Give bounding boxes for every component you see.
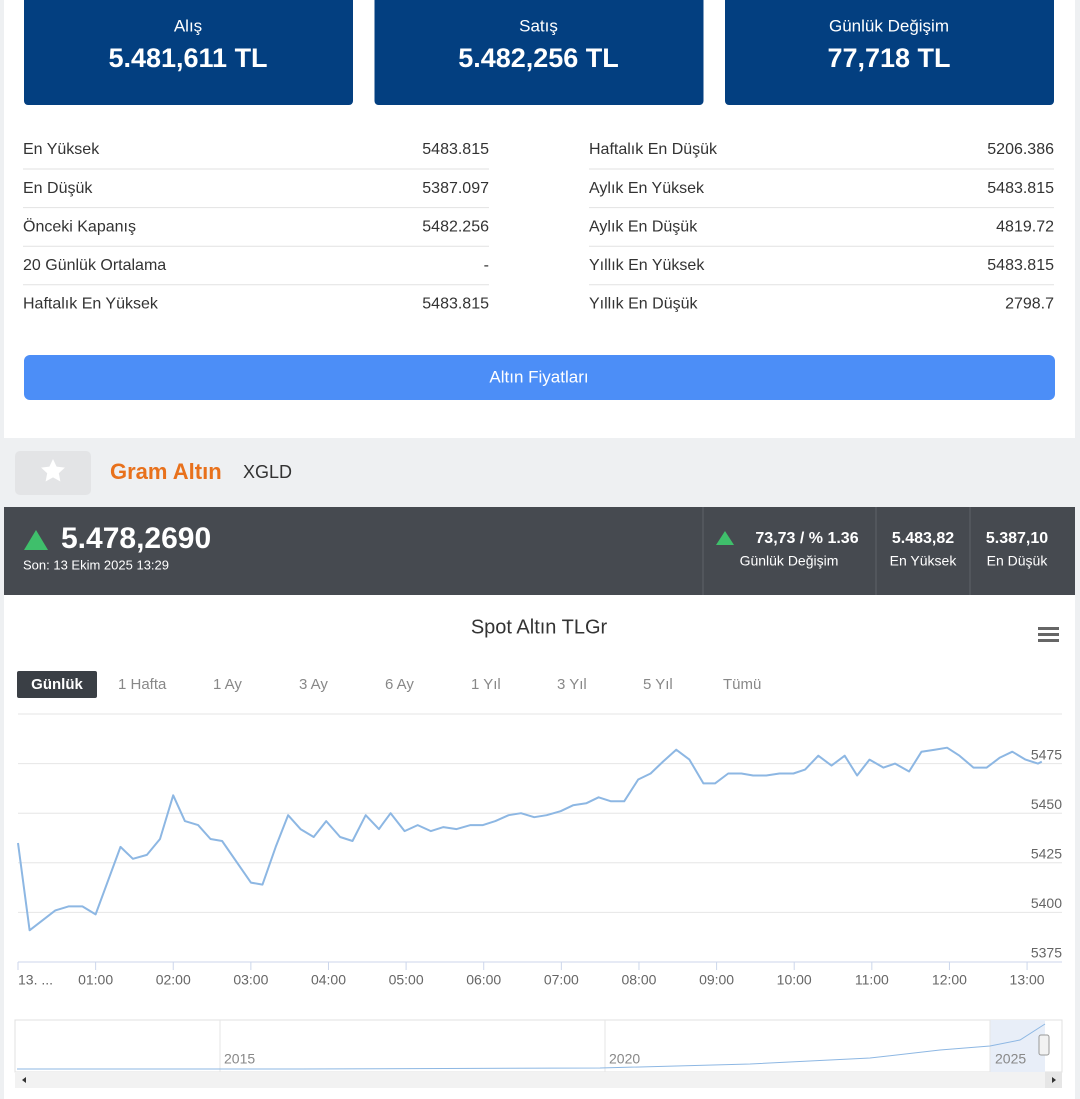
x-tick-label: 09:00	[699, 972, 734, 988]
star-icon[interactable]	[41, 459, 65, 482]
instrument-name: Gram Altın	[110, 459, 222, 484]
y-tick-label: 5425	[1031, 846, 1062, 862]
stat-label: Önceki Kapanış	[23, 217, 136, 235]
menu-bar[interactable]	[1038, 633, 1059, 636]
x-tick-label: 07:00	[544, 972, 579, 988]
stat-label: Aylık En Düşük	[589, 218, 698, 235]
stat-value: -	[484, 257, 489, 274]
range-button[interactable]: Günlük	[31, 676, 83, 693]
stat-label: Aylık En Yüksek	[589, 180, 705, 197]
card-label: Satış	[519, 16, 558, 35]
x-tick-label: 08:00	[621, 972, 656, 988]
x-tick-label: 05:00	[389, 972, 424, 988]
scroll-right-arrow[interactable]	[1052, 1077, 1056, 1083]
y-tick-label: 5475	[1031, 746, 1062, 762]
menu-button[interactable]	[1038, 627, 1059, 642]
x-tick-label: 01:00	[78, 972, 113, 988]
scroll-left-arrow[interactable]	[22, 1077, 26, 1083]
price-line	[17, 746, 1043, 932]
range-button-selected[interactable]	[17, 671, 97, 698]
stat-label: 20 Günlük Ortalama	[23, 257, 166, 274]
stat-label: En Düşük	[23, 180, 93, 197]
ticker-price: 5.478,2690	[61, 522, 211, 555]
stat-value: 5483.815	[987, 257, 1054, 274]
stat-value: 2798.7	[1005, 296, 1054, 313]
instrument-code: XGLD	[243, 462, 292, 482]
chart-panel	[4, 595, 1075, 1099]
range-button[interactable]: 3 Ay	[299, 676, 328, 693]
range-button[interactable]: Tümü	[723, 676, 761, 693]
ticker-low: 5.387,10	[986, 530, 1048, 547]
x-tick-label: 13:00	[1010, 972, 1045, 988]
chart-title: Spot Altın TLGr	[471, 616, 608, 638]
prices-button[interactable]	[24, 355, 1055, 400]
stat-label: Haftalık En Düşük	[589, 141, 718, 158]
range-button[interactable]: 6 Ay	[385, 676, 414, 693]
card-value: 77,718 TL	[827, 43, 950, 73]
up-arrow	[716, 531, 734, 545]
stat-label: En Yüksek	[23, 141, 100, 158]
stat-value: 5483.815	[987, 180, 1054, 197]
stat-value: 5206.386	[987, 141, 1054, 158]
x-tick-label: 11:00	[855, 972, 889, 988]
x-tick-label: 02:00	[156, 972, 191, 988]
y-tick-label: 5450	[1031, 796, 1062, 812]
card-value: 5.481,611 TL	[108, 43, 267, 73]
ticker-change: 73,73 / % 1.36	[755, 530, 858, 547]
stat-label: Yıllık En Yüksek	[589, 257, 705, 274]
y-tick-label: 5400	[1031, 895, 1062, 911]
range-button[interactable]: 5 Yıl	[643, 676, 673, 693]
stat-value: 5387.097	[422, 180, 489, 197]
stat-value: 5482.256	[422, 218, 489, 235]
range-button[interactable]: 1 Yıl	[471, 676, 501, 693]
x-tick-label: 10:00	[777, 972, 812, 988]
scrollbar[interactable]	[15, 1072, 1062, 1088]
stat-value: 5483.815	[422, 296, 489, 313]
navigator[interactable]	[14, 1019, 1063, 1073]
x-tick-label: 04:00	[311, 972, 346, 988]
prices-button-label[interactable]: Altın Fiyatları	[489, 367, 588, 386]
x-tick-label: 12:00	[932, 972, 967, 988]
navigator-label: 2020	[609, 1051, 640, 1067]
card-label: Alış	[174, 16, 202, 35]
card-value: 5.482,256 TL	[458, 43, 619, 73]
up-arrow	[24, 530, 48, 550]
ticker-updated: Son: 13 Ekim 2025 13:29	[23, 557, 169, 572]
menu-bar[interactable]	[1038, 627, 1059, 630]
range-button[interactable]: 1 Hafta	[118, 676, 167, 693]
navigator-handle[interactable]	[1038, 1034, 1050, 1056]
range-button[interactable]: 3 Yıl	[557, 676, 587, 693]
x-tick-label: 03:00	[233, 972, 268, 988]
ticker-change-label: Günlük Değişim	[740, 553, 839, 569]
navigator-selection[interactable]	[990, 1020, 1045, 1072]
card-label: Günlük Değişim	[829, 16, 949, 35]
ticker-bar	[4, 507, 1075, 595]
x-tick-label: 06:00	[466, 972, 501, 988]
price-card	[24, 0, 353, 105]
menu-bar[interactable]	[1038, 639, 1059, 642]
stat-value: 5483.815	[422, 141, 489, 158]
navigator-label: 2025	[995, 1051, 1026, 1067]
y-tick-label: 5375	[1031, 945, 1062, 961]
navigator-label: 2015	[224, 1051, 255, 1067]
navigator-line	[17, 1023, 1046, 1070]
x-tick-label: 13. ...	[18, 972, 53, 988]
stat-value: 4819.72	[996, 218, 1054, 235]
ticker-low-label: En Düşük	[987, 553, 1049, 569]
stat-label: Yıllık En Düşük	[589, 296, 698, 313]
price-card	[374, 0, 704, 105]
price-card	[725, 0, 1054, 105]
ticker-high: 5.483,82	[892, 530, 954, 547]
range-button[interactable]: 1 Ay	[213, 676, 242, 693]
stat-label: Haftalık En Yüksek	[23, 296, 159, 313]
ticker-high-label: En Yüksek	[890, 553, 958, 569]
